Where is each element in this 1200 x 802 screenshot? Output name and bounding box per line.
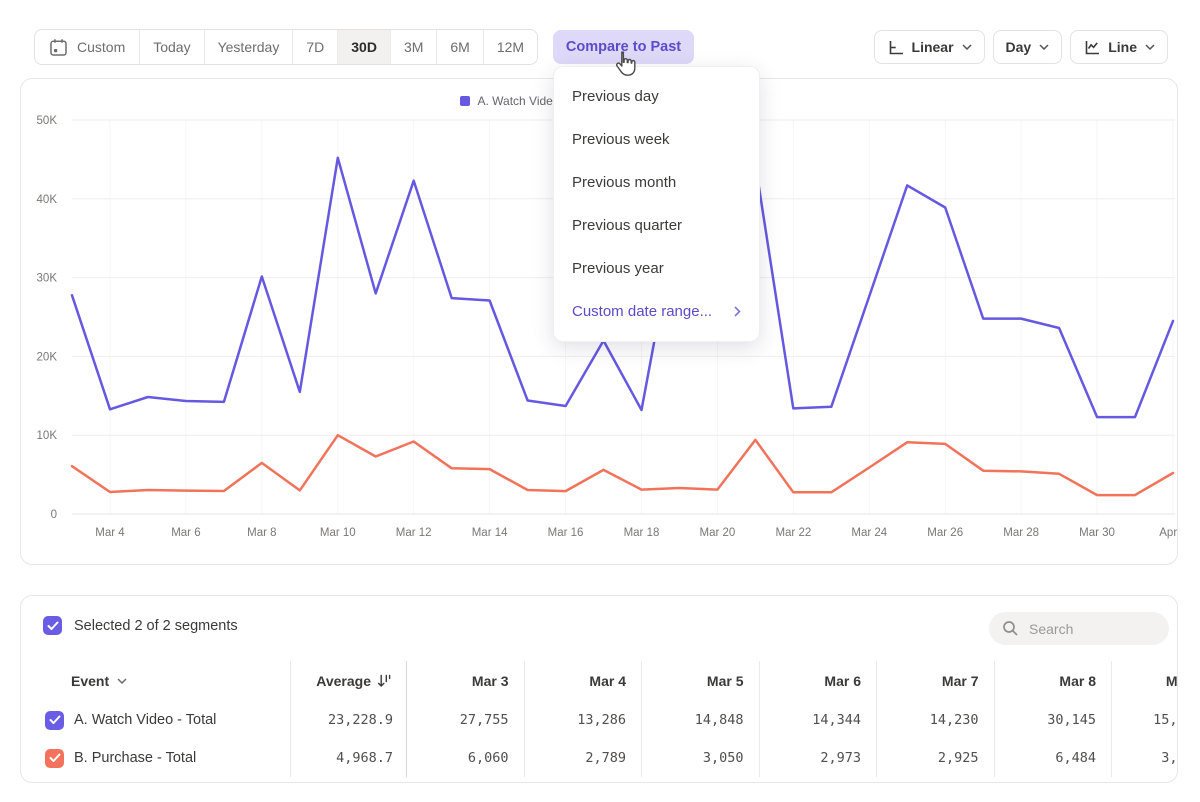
range-custom-button[interactable]: Custom bbox=[35, 30, 140, 64]
range-yesterday-button[interactable]: Yesterday bbox=[205, 30, 294, 64]
interval-dropdown-button[interactable]: Day bbox=[993, 30, 1063, 64]
range-3m-button[interactable]: 3M bbox=[391, 30, 437, 64]
average-value: 4,968.7 bbox=[290, 739, 406, 777]
line-chart-icon bbox=[1083, 39, 1100, 56]
segments-table: Event Average Mar 3 Mar 4 Mar 5 Mar 6 Ma… bbox=[21, 661, 1180, 777]
table-value: 13,286 bbox=[524, 701, 642, 739]
select-all-checkbox[interactable] bbox=[43, 616, 62, 635]
table-value: 27,755 bbox=[406, 701, 524, 739]
svg-text:Mar 24: Mar 24 bbox=[851, 527, 887, 539]
svg-text:Mar 20: Mar 20 bbox=[700, 527, 736, 539]
linear-axis-icon bbox=[887, 39, 904, 56]
svg-text:Mar 10: Mar 10 bbox=[320, 527, 356, 539]
purchase-checkbox[interactable] bbox=[45, 749, 64, 768]
table-value: 6,484 bbox=[994, 739, 1112, 777]
range-30d-button-selected[interactable]: 30D bbox=[338, 30, 391, 64]
segments-summary-label: Selected 2 of 2 segments bbox=[74, 618, 238, 634]
svg-text:0: 0 bbox=[51, 509, 57, 521]
check-icon bbox=[47, 621, 59, 631]
table-value-clipped: 15, bbox=[1111, 701, 1180, 739]
table-value: 30,145 bbox=[994, 701, 1112, 739]
compare-to-past-menu: Previous day Previous week Previous mont… bbox=[553, 66, 760, 342]
date-column-header[interactable]: Mar 5 bbox=[641, 661, 759, 701]
date-column-header[interactable]: Mar 6 bbox=[759, 661, 877, 701]
svg-text:Mar 8: Mar 8 bbox=[247, 527, 276, 539]
menu-item-custom-date-range[interactable]: Custom date range... bbox=[554, 290, 759, 333]
svg-text:Mar 16: Mar 16 bbox=[548, 527, 584, 539]
svg-text:Mar 14: Mar 14 bbox=[472, 527, 508, 539]
chevron-right-icon bbox=[734, 306, 741, 317]
watch-video-checkbox[interactable] bbox=[45, 711, 64, 730]
svg-text:Mar 18: Mar 18 bbox=[624, 527, 660, 539]
range-7d-button[interactable]: 7D bbox=[293, 30, 338, 64]
sort-descending-icon bbox=[377, 674, 392, 688]
scale-dropdown-button[interactable]: Linear bbox=[874, 30, 985, 64]
range-12m-button[interactable]: 12M bbox=[484, 30, 537, 64]
range-6m-button[interactable]: 6M bbox=[437, 30, 483, 64]
svg-text:Mar 6: Mar 6 bbox=[171, 527, 200, 539]
svg-text:Mar 12: Mar 12 bbox=[396, 527, 432, 539]
date-column-header[interactable]: Mar 8 bbox=[994, 661, 1112, 701]
average-column-header[interactable]: Average bbox=[290, 661, 406, 701]
menu-item-previous-week[interactable]: Previous week bbox=[554, 118, 759, 161]
event-column-header[interactable]: Event bbox=[21, 661, 290, 701]
svg-text:Mar 30: Mar 30 bbox=[1079, 527, 1115, 539]
svg-text:30K: 30K bbox=[37, 273, 58, 285]
chart-type-dropdown-button[interactable]: Line bbox=[1070, 30, 1168, 64]
menu-item-previous-month[interactable]: Previous month bbox=[554, 161, 759, 204]
svg-text:50K: 50K bbox=[37, 115, 58, 127]
svg-text:Mar 26: Mar 26 bbox=[927, 527, 963, 539]
table-value: 2,973 bbox=[759, 739, 877, 777]
chevron-down-icon bbox=[117, 678, 127, 684]
date-column-header[interactable]: Mar 4 bbox=[524, 661, 642, 701]
table-value: 14,848 bbox=[641, 701, 759, 739]
compare-to-past-button[interactable]: Compare to Past bbox=[553, 30, 694, 64]
search-input[interactable] bbox=[1029, 621, 1149, 637]
segments-search[interactable] bbox=[989, 612, 1169, 645]
table-value: 3,050 bbox=[641, 739, 759, 777]
range-label: Custom bbox=[77, 39, 125, 55]
table-value: 6,060 bbox=[406, 739, 524, 777]
table-value: 2,789 bbox=[524, 739, 642, 777]
chevron-down-icon bbox=[1039, 44, 1049, 50]
chevron-down-icon bbox=[962, 44, 972, 50]
svg-text:Apr 1: Apr 1 bbox=[1159, 527, 1177, 539]
date-column-header[interactable]: Mar 3 bbox=[406, 661, 524, 701]
svg-text:40K: 40K bbox=[37, 194, 58, 206]
average-value: 23,228.9 bbox=[290, 701, 406, 739]
svg-text:20K: 20K bbox=[37, 351, 58, 363]
date-column-header[interactable]: Mar 7 bbox=[876, 661, 994, 701]
range-today-button[interactable]: Today bbox=[140, 30, 204, 64]
menu-item-previous-quarter[interactable]: Previous quarter bbox=[554, 204, 759, 247]
analytics-report-page: { "toolbar": { "date_ranges": ["Custom",… bbox=[0, 0, 1200, 802]
search-icon bbox=[1002, 620, 1019, 637]
date-range-selector: Custom Today Yesterday 7D 30D 3M 6M 12M bbox=[34, 29, 538, 65]
date-column-header-clipped: M bbox=[1111, 661, 1180, 701]
svg-text:Mar 28: Mar 28 bbox=[1003, 527, 1039, 539]
table-value: 14,230 bbox=[876, 701, 994, 739]
menu-item-previous-year[interactable]: Previous year bbox=[554, 247, 759, 290]
svg-text:Mar 4: Mar 4 bbox=[95, 527, 125, 539]
table-row-purchase-label: B. Purchase - Total bbox=[21, 739, 290, 777]
svg-text:Mar 22: Mar 22 bbox=[775, 527, 811, 539]
chevron-down-icon bbox=[1145, 44, 1155, 50]
watch-video-swatch bbox=[460, 96, 470, 106]
table-value-clipped: 3, bbox=[1111, 739, 1180, 777]
table-row-watch-video-label: A. Watch Video - Total bbox=[21, 701, 290, 739]
table-value: 14,344 bbox=[759, 701, 877, 739]
menu-item-previous-day[interactable]: Previous day bbox=[554, 75, 759, 118]
svg-text:10K: 10K bbox=[37, 430, 58, 442]
toolbar: Custom Today Yesterday 7D 30D 3M 6M 12M … bbox=[0, 29, 1200, 65]
table-value: 2,925 bbox=[876, 739, 994, 777]
check-icon bbox=[49, 753, 61, 763]
check-icon bbox=[49, 715, 61, 725]
calendar-icon bbox=[49, 38, 68, 57]
segments-summary: Selected 2 of 2 segments bbox=[43, 616, 238, 635]
segments-panel: Selected 2 of 2 segments Event Average M… bbox=[20, 595, 1178, 783]
chart-controls: Linear Day Line bbox=[874, 30, 1168, 64]
